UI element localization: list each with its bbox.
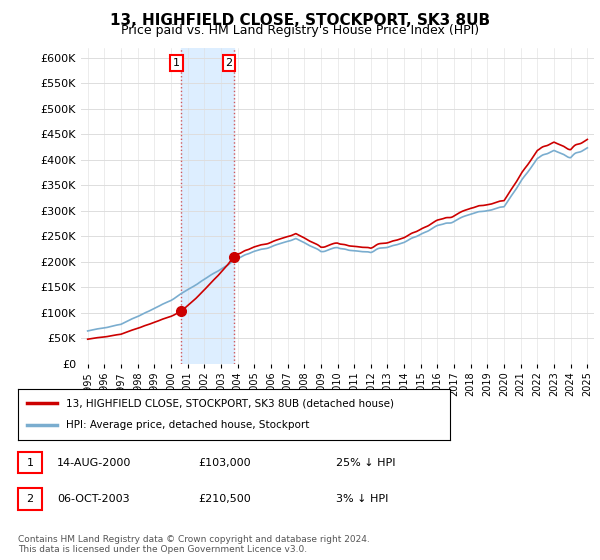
- HPI: Average price, detached house, Stockport: (2.01e+03, 2.29e+05): Average price, detached house, Stockport…: [385, 244, 392, 250]
- 13, HIGHFIELD CLOSE, STOCKPORT, SK3 8UB (detached house): [584, 136, 591, 143]
- Line: HPI: Average price, detached house, Stockport: HPI: Average price, detached house, Stoc…: [88, 148, 587, 331]
- Text: Price paid vs. HM Land Registry's House Price Index (HPI): Price paid vs. HM Land Registry's House …: [121, 24, 479, 36]
- Text: 3% ↓ HPI: 3% ↓ HPI: [336, 494, 388, 504]
- Text: 13, HIGHFIELD CLOSE, STOCKPORT, SK3 8UB: 13, HIGHFIELD CLOSE, STOCKPORT, SK3 8UB: [110, 13, 490, 28]
- Text: Contains HM Land Registry data © Crown copyright and database right 2024.
This d: Contains HM Land Registry data © Crown c…: [18, 535, 370, 554]
- HPI: Average price, detached house, Stockport: (2e+03, 1.37e+05): Average price, detached house, Stockport…: [177, 291, 184, 297]
- 13, HIGHFIELD CLOSE, STOCKPORT, SK3 8UB (detached house): [368, 244, 376, 251]
- Text: 2: 2: [26, 494, 34, 504]
- HPI: Average price, detached house, Stockport: (2.01e+03, 2.36e+05): Average price, detached house, Stockport…: [397, 240, 404, 247]
- Text: 06-OCT-2003: 06-OCT-2003: [57, 494, 130, 504]
- Text: £210,500: £210,500: [198, 494, 251, 504]
- HPI: Average price, detached house, Stockport: (2.02e+03, 3.72e+05): Average price, detached house, Stockport…: [523, 171, 530, 178]
- Text: 13, HIGHFIELD CLOSE, STOCKPORT, SK3 8UB (detached house): 13, HIGHFIELD CLOSE, STOCKPORT, SK3 8UB …: [65, 398, 394, 408]
- Text: 25% ↓ HPI: 25% ↓ HPI: [336, 458, 395, 468]
- Text: 1: 1: [173, 58, 180, 68]
- HPI: Average price, detached house, Stockport: (2.02e+03, 4.24e+05): Average price, detached house, Stockport…: [584, 144, 591, 151]
- Text: 2: 2: [226, 58, 233, 68]
- 13, HIGHFIELD CLOSE, STOCKPORT, SK3 8UB (detached house): [385, 239, 392, 246]
- 13, HIGHFIELD CLOSE, STOCKPORT, SK3 8UB (detached house): [397, 236, 404, 242]
- 13, HIGHFIELD CLOSE, STOCKPORT, SK3 8UB (detached house): [84, 336, 91, 343]
- 13, HIGHFIELD CLOSE, STOCKPORT, SK3 8UB (detached house): [98, 334, 105, 340]
- HPI: Average price, detached house, Stockport: (2e+03, 6.48e+04): Average price, detached house, Stockport…: [84, 328, 91, 334]
- 13, HIGHFIELD CLOSE, STOCKPORT, SK3 8UB (detached house): [523, 164, 530, 170]
- Line: 13, HIGHFIELD CLOSE, STOCKPORT, SK3 8UB (detached house): 13, HIGHFIELD CLOSE, STOCKPORT, SK3 8UB …: [88, 139, 587, 339]
- Text: £103,000: £103,000: [198, 458, 251, 468]
- Text: 1: 1: [26, 458, 34, 468]
- Text: 14-AUG-2000: 14-AUG-2000: [57, 458, 131, 468]
- Bar: [181, 48, 234, 364]
- HPI: Average price, detached house, Stockport: (2e+03, 7e+04): Average price, detached house, Stockport…: [98, 325, 105, 332]
- 13, HIGHFIELD CLOSE, STOCKPORT, SK3 8UB (detached house): [177, 308, 184, 315]
- Text: HPI: Average price, detached house, Stockport: HPI: Average price, detached house, Stoc…: [65, 421, 309, 431]
- HPI: Average price, detached house, Stockport: (2.01e+03, 2.19e+05): Average price, detached house, Stockport…: [368, 249, 376, 255]
